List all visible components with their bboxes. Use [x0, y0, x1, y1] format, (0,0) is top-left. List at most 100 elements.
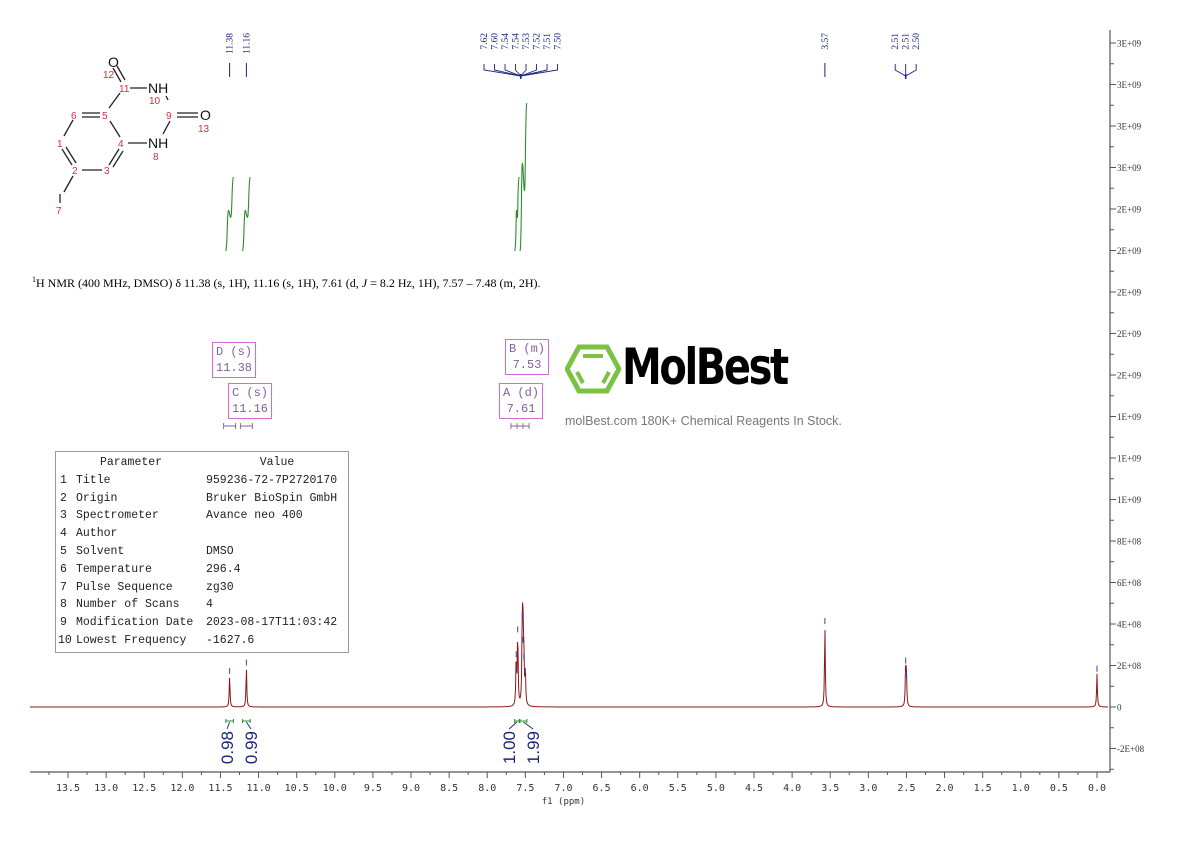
integral-value: 1.00 [500, 731, 519, 764]
x-tick-label: 0.5 [1050, 783, 1068, 794]
x-tick-label: 3.0 [859, 783, 877, 794]
integral-connector [246, 721, 252, 730]
parameter-value: zg30 [206, 580, 234, 594]
integral-connector [226, 721, 231, 730]
x-tick-label: 6.0 [631, 783, 649, 794]
parameter-value: 2023-08-17T11:03:42 [206, 616, 338, 630]
table-row: 4 Author [56, 525, 348, 543]
integral-curve [242, 176, 251, 252]
x-tick-label: 8.5 [440, 783, 458, 794]
y-tick-label: 2E+09 [1117, 246, 1142, 256]
atom-label: NH [148, 135, 168, 151]
atom-number: 10 [149, 96, 161, 107]
integral-connector [508, 721, 518, 730]
peak-label: 7.51 [543, 33, 553, 50]
atom-number: 4 [118, 139, 124, 150]
row-number: 9 [60, 616, 67, 630]
y-tick-label: 6E+08 [1117, 578, 1142, 588]
peak-label: 7.60 [491, 33, 501, 50]
x-tick-label: 12.0 [170, 783, 194, 794]
multiplet-box-b: B (m) 7.53 [505, 339, 550, 375]
y-tick-label: 1E+09 [1117, 495, 1142, 505]
parameter-value: Bruker BioSpin GmbH [206, 491, 338, 505]
row-number: 2 [60, 491, 67, 505]
multiplet-shift: 7.53 [512, 358, 542, 372]
x-tick-label: 13.0 [94, 783, 118, 794]
peak-label-connector [520, 64, 527, 77]
y-tick-label: 3E+09 [1117, 39, 1142, 49]
integral-bracket [225, 719, 234, 723]
x-tick-label: 2.5 [897, 783, 915, 794]
peak-label: 7.62 [480, 33, 490, 50]
y-tick-label: 0 [1117, 703, 1122, 713]
x-tick-label: 0.0 [1088, 783, 1106, 794]
integral-bracket [514, 719, 520, 723]
y-tick-label: 3E+09 [1117, 80, 1142, 90]
parameter-value [206, 525, 348, 543]
peak-label: 11.38 [226, 33, 236, 54]
peak-label: 7.54 [512, 33, 522, 50]
multiplet-box-d: D (s) 11.38 [212, 342, 257, 378]
integral-bracket [242, 719, 251, 723]
peak-label-connector [483, 64, 521, 77]
multiplet-shift: 11.16 [232, 402, 269, 416]
atom-number: 12 [103, 70, 115, 81]
x-tick-label: 3.5 [821, 783, 839, 794]
y-tick-label: 1E+09 [1117, 412, 1142, 422]
atom-number: 8 [153, 152, 159, 163]
peak-label-connector [515, 64, 522, 77]
x-tick-label: 6.5 [593, 783, 611, 794]
x-tick-label: 8.0 [478, 783, 496, 794]
x-tick-label: 1.5 [974, 783, 992, 794]
x-tick-label: 13.5 [56, 783, 80, 794]
integral-value: 0.98 [218, 731, 237, 764]
atom-label: O [108, 54, 119, 70]
parameter-table: Parameter Value 1 Title 959236-72-7P272017… [55, 451, 349, 653]
multiplet-name: B (m) [509, 342, 546, 356]
x-tick-label: 9.0 [402, 783, 420, 794]
row-number: 7 [60, 580, 67, 594]
peak-label-connector [520, 64, 537, 77]
atom-label: NH [148, 80, 168, 96]
integral-bracket [519, 719, 528, 723]
x-tick-label: 11.0 [247, 783, 271, 794]
summary-part: H NMR (400 MHz, DMSO) δ 11.38 (s, 1H), 1… [36, 276, 362, 290]
y-tick-label: 3E+09 [1117, 122, 1142, 132]
atom-label: O [200, 107, 211, 123]
x-tick-label: 10.0 [323, 783, 347, 794]
multiplet-shift: 7.61 [506, 402, 536, 416]
multiplet-name: D (s) [216, 345, 253, 359]
row-number: 4 [60, 527, 67, 541]
y-tick-label: 3E+09 [1117, 163, 1142, 173]
parameter-value: DMSO [206, 544, 234, 558]
parameter-name: Pulse Sequence [76, 580, 173, 594]
x-tick-label: 7.0 [554, 783, 572, 794]
parameter-name: Spectrometer [76, 509, 159, 523]
spectrum-line [30, 602, 1108, 708]
integral-connector [523, 721, 534, 730]
table-row: 9 Modification Date 2023-08-17T11:03:42 [56, 614, 348, 632]
peak-label-connector [504, 64, 521, 77]
x-tick-label: 9.5 [364, 783, 382, 794]
chemical-structure [59, 65, 198, 203]
table-header: Parameter Value [56, 454, 348, 472]
integral-value: 1.99 [524, 731, 543, 764]
peak-label-connector [905, 64, 917, 77]
multiplet-box-a: A (d) 7.61 [499, 383, 544, 419]
table-row: 5 Solvent DMSO [56, 543, 348, 561]
peak-label: 7.53 [522, 33, 532, 50]
peak-label: 7.50 [554, 33, 564, 50]
row-number: 6 [60, 562, 67, 576]
x-tick-label: 10.5 [285, 783, 309, 794]
multiplet-range [223, 423, 237, 429]
x-tick-label: 7.5 [516, 783, 534, 794]
row-number: 3 [60, 509, 67, 523]
x-tick-label: 4.5 [745, 783, 763, 794]
peak-label-connector [894, 64, 906, 77]
multiplet-shift: 11.38 [216, 361, 253, 375]
table-row: 1 Title 959236-72-7P2720170 [56, 472, 348, 490]
parameter-value: 959236-72-7P2720170 [206, 473, 338, 487]
y-tick-label: 2E+09 [1117, 288, 1142, 298]
table-row: 3 Spectrometer Avance neo 400 [56, 507, 348, 525]
